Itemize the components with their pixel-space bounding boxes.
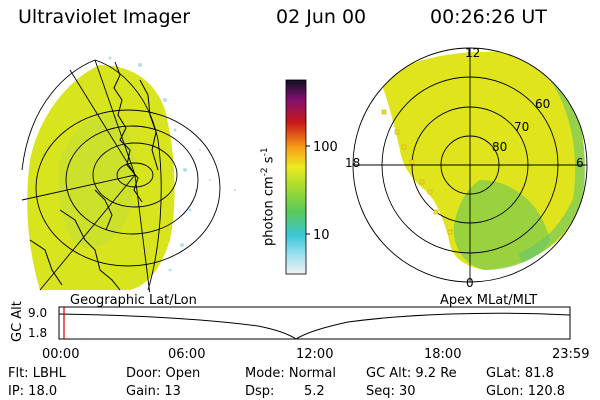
info-mode: Mode: Normal [245,366,336,381]
info-ip: IP: 18.0 [8,384,58,399]
colorbar-gradient [285,79,307,275]
globe-coastlines [29,61,159,291]
altitude-timeline-plot [58,306,571,340]
date-label: 02 Jun 00 [276,6,367,28]
geographic-panel-label: Geographic Lat/Lon [70,293,197,308]
globe-aurora-inner [58,114,135,249]
polar-mlat-mlt-panel [352,47,588,283]
colorbar-tick-100: 100 [313,140,338,155]
altplot-xtick-0600: 06:00 [168,347,206,362]
colorbar-panel [285,79,310,275]
mlt-label-12: 12 [465,46,481,60]
globe-speckle [108,56,236,272]
info-dsp-value: 5.2 [304,384,325,399]
info-dsp-label: Dsp: [245,384,275,399]
altplot-ytick-9: 9.0 [28,306,48,320]
mlt-label-6: 6 [576,156,584,170]
info-glon: GLon: 120.8 [486,384,566,399]
altplot-ytick-1.8: 1.8 [28,326,48,340]
mlt-label-0: 0 [466,276,474,290]
altitude-curve [58,312,571,340]
mlat-label-60: 60 [535,97,551,111]
mlat-label-70: 70 [514,120,530,134]
polar-grid [352,47,588,283]
polar-aurora-green [453,180,550,270]
mlat-label-80: 80 [492,140,508,154]
globe-grid [21,59,221,292]
altplot-xtick-1800: 18:00 [424,347,462,362]
info-flt: Flt: LBHL [8,366,66,381]
altplot-xtick-0000: 00:00 [42,347,80,362]
apex-panel-label: Apex MLat/MLT [440,293,538,308]
info-gain: Gain: 13 [126,384,181,399]
geographic-globe-panel [21,56,236,292]
colorbar-unit-label: photon cm-2 s-1 [260,147,277,246]
info-seq: Seq: 30 [366,384,416,399]
time-label: 00:26:26 UT [430,6,547,28]
info-glat: GLat: 81.8 [486,366,554,381]
altplot-ylabel: GC Alt [10,301,25,342]
colorbar-tick-10: 10 [313,228,330,243]
info-door: Door: Open [126,366,201,381]
mlt-label-18: 18 [345,156,361,170]
imager-title: Ultraviolet Imager [18,6,191,28]
altplot-xtick-1200: 12:00 [296,347,334,362]
info-gc-alt: GC Alt: 9.2 Re [366,366,457,381]
altplot-xtick-2359: 23:59 [552,347,590,362]
polar-markers [381,109,453,235]
